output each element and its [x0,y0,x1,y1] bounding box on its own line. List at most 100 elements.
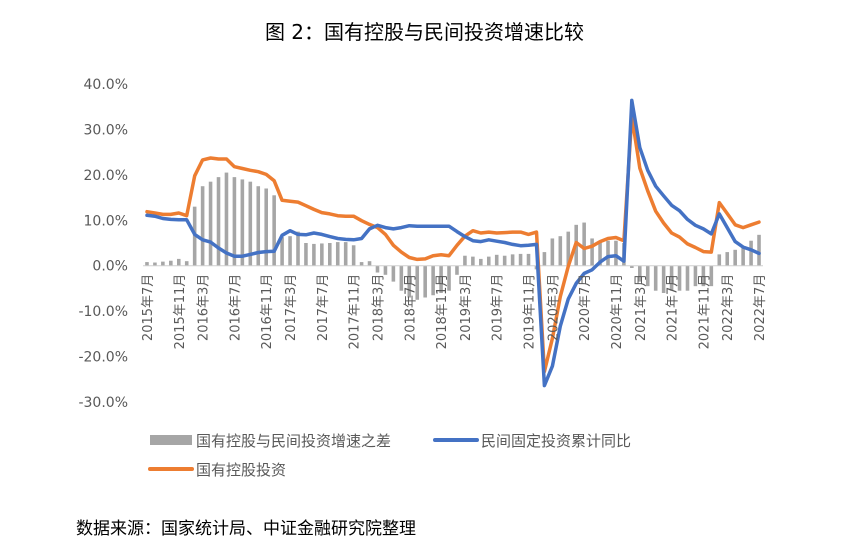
difference-bar [335,242,340,266]
difference-bar [240,179,245,266]
difference-bar [645,265,650,287]
x-tick-label: 2016年3月 [197,274,212,341]
difference-bar [455,265,459,275]
x-tick-label: 2019年11月 [523,274,538,350]
difference-bar [415,265,420,300]
difference-bar [256,186,261,266]
difference-bar [200,186,205,266]
difference-bar [463,255,467,266]
x-tick-label: 2021年7月 [666,274,681,341]
difference-bar [630,265,634,268]
difference-bar [638,265,642,282]
difference-bar [304,243,308,266]
difference-bar [328,243,332,266]
difference-bar [169,260,173,266]
y-tick-label: -20.0% [78,350,128,366]
difference-bar [161,261,165,266]
source-note: 数据来源：国家统计局、中证金融研究院整理 [76,519,416,539]
difference-bar [598,240,602,266]
difference-bar [494,254,499,266]
difference-bar [343,242,348,266]
difference-bar [145,262,149,266]
difference-bar [312,243,316,266]
difference-bar [320,243,324,266]
x-tick-label: 2021年3月 [634,274,649,341]
x-tick-label: 2017年3月 [284,274,299,341]
y-axis-tick-labels: 40.0% 30.0% 20.0% 10.0% 0.0% -10.0% -20.0% -30.… [78,77,128,411]
y-tick-label: 30.0% [84,122,128,138]
difference-bar [733,249,737,266]
difference-bar [486,256,491,266]
difference-bar [224,172,229,266]
private-investment-line [145,98,761,388]
legend-label: 国有控股投资 [196,461,286,479]
difference-bar [399,265,404,291]
difference-bar [749,240,753,266]
difference-bar [359,262,364,266]
x-axis-tick-labels: 2015年7月 2015年11月 2016年3月 2016年7月 2016年11月 201… [141,274,768,350]
x-tick-label: 2020年11月 [610,274,625,350]
difference-bar [614,240,618,266]
difference-bar [550,238,555,266]
difference-bar [383,265,388,275]
difference-bar [693,265,698,287]
y-tick-label: -10.0% [78,304,128,320]
difference-bar [296,231,300,266]
difference-bar [717,254,722,266]
difference-bar [526,253,531,266]
x-tick-label: 2016年11月 [260,274,275,350]
legend-swatch-bar [150,435,192,445]
x-tick-label: 2019年7月 [491,274,506,341]
y-tick-label: -30.0% [78,395,128,411]
x-tick-label: 2021年11月 [697,274,712,350]
difference-bar [367,261,372,266]
difference-bar [479,258,483,266]
x-tick-label: 2020年7月 [578,274,593,341]
x-tick-label: 2015年7月 [141,274,156,341]
difference-bar [272,195,276,266]
y-tick-label: 20.0% [84,168,128,184]
difference-bar [391,265,396,282]
difference-bar [590,238,594,266]
difference-bar [153,262,157,266]
difference-bar [709,265,714,287]
difference-bar [518,253,523,266]
difference-bar [375,265,380,273]
difference-bar [447,265,451,291]
x-tick-label: 2020年3月 [546,274,561,341]
difference-bar [685,265,690,291]
difference-bar [423,265,427,298]
x-tick-label: 2019年3月 [459,274,474,341]
difference-bar [653,265,658,291]
difference-bar [502,255,507,266]
x-tick-label: 2018年7月 [403,274,418,341]
difference-bar [431,265,435,296]
x-tick-label: 2022年3月 [721,274,736,341]
state-owned-investment-line [145,114,761,374]
x-tick-label: 2017年11月 [348,274,363,350]
difference-bar [669,265,674,291]
difference-bar [439,265,443,293]
y-tick-label: 0.0% [92,259,128,275]
difference-bar [264,188,268,266]
legend-label: 国有控股与民间投资增速之差 [196,432,391,450]
difference-bar [661,265,666,293]
difference-bar [558,236,563,266]
difference-bar [216,177,221,266]
difference-bar [471,256,475,266]
difference-bar [288,236,292,266]
difference-bar [741,247,745,266]
chart-title: 图 2：国有控股与民间投资增速比较 [264,20,585,44]
y-tick-label: 40.0% [84,77,128,93]
difference-bar [184,261,189,266]
x-tick-label: 2017年7月 [316,274,331,341]
difference-bar [176,258,181,266]
difference-bar [208,181,213,266]
difference-bar [701,265,706,287]
difference-bar [606,240,610,266]
difference-bar [725,252,730,266]
difference-bar [566,231,571,266]
difference-bar [407,265,412,298]
